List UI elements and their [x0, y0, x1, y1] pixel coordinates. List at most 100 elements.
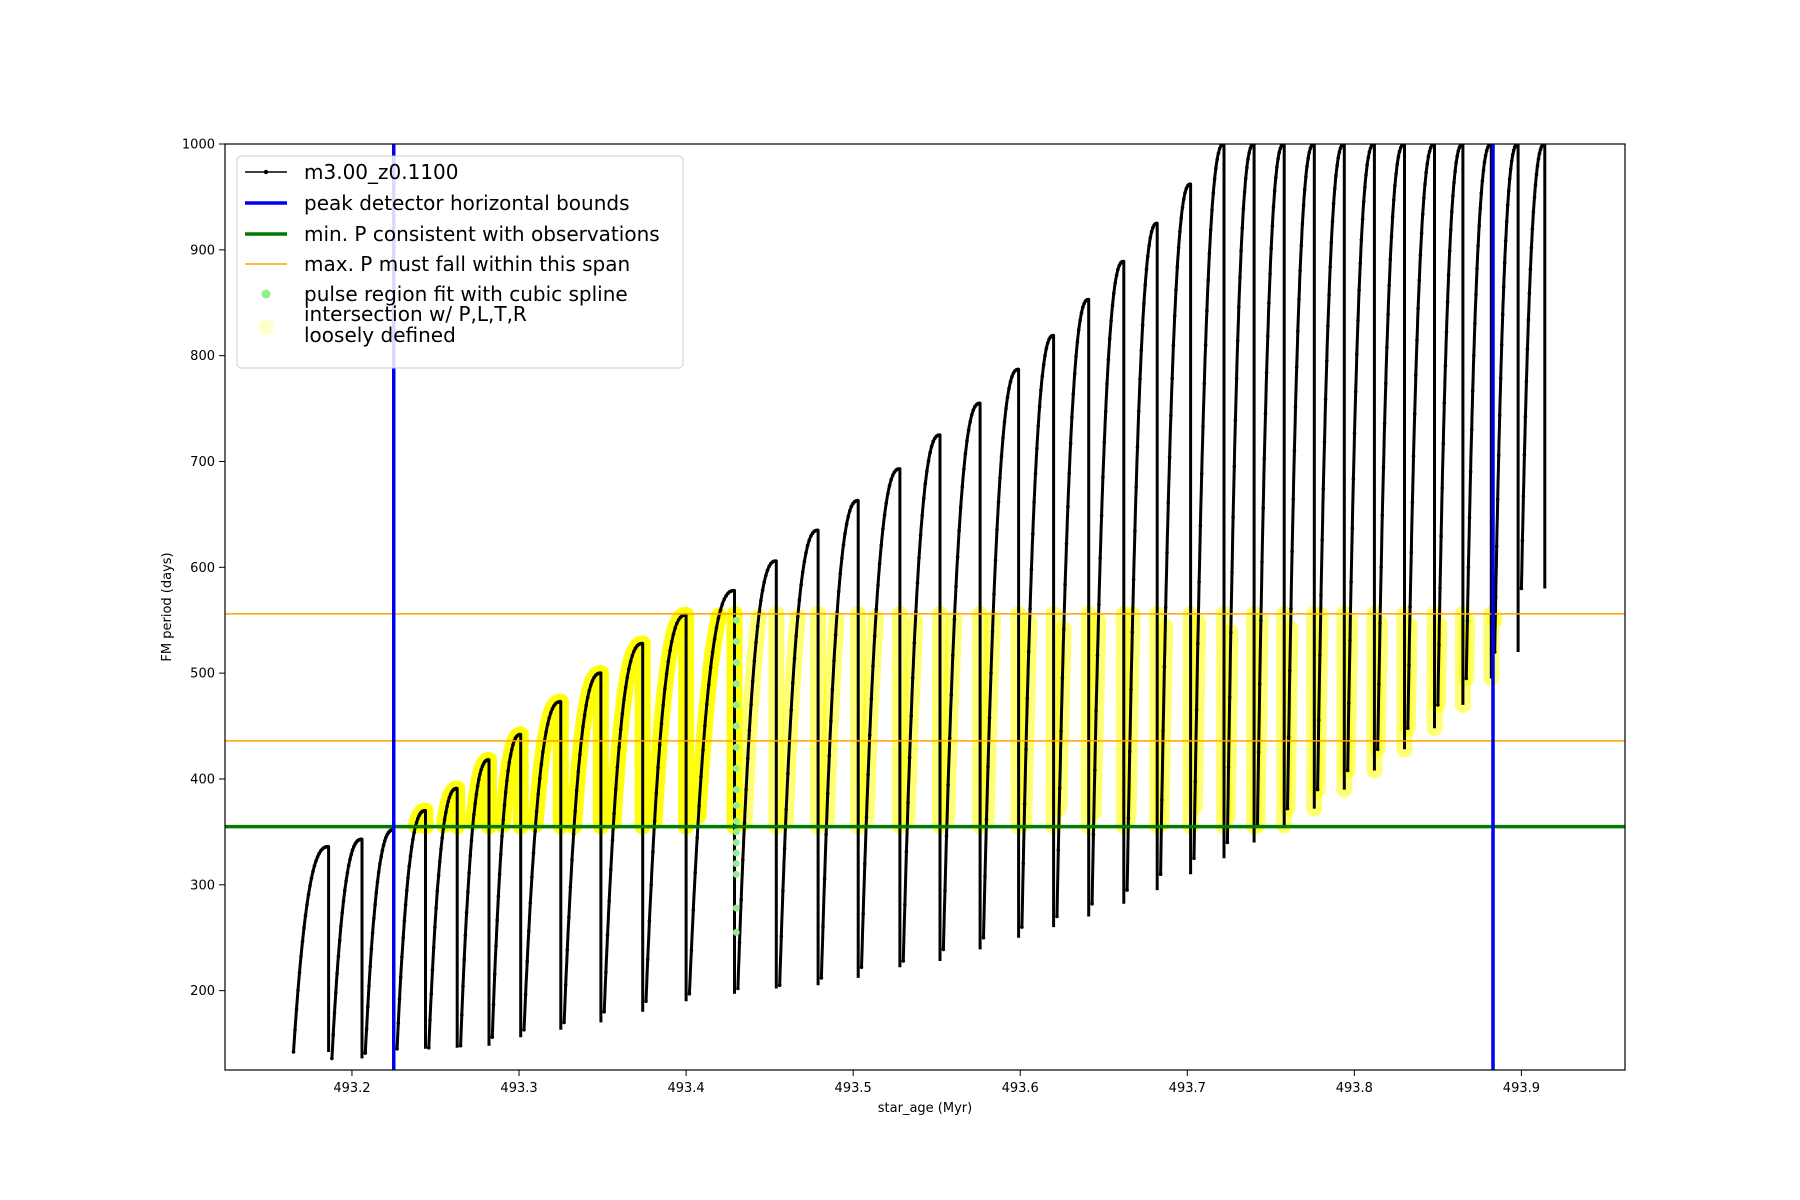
- series-point: [1508, 167, 1513, 171]
- series-point: [1322, 440, 1327, 444]
- series-point: [1242, 190, 1247, 194]
- series-point: [345, 871, 350, 875]
- series-point: [840, 556, 844, 560]
- series-point: [1075, 340, 1080, 344]
- series-point: [1070, 415, 1074, 420]
- series-point: [668, 648, 672, 653]
- series-point: [914, 609, 918, 614]
- series-point: [920, 513, 924, 518]
- series-point: [1420, 212, 1425, 217]
- series-point: [724, 593, 728, 598]
- series-point: [1056, 848, 1061, 852]
- series-point: [1414, 373, 1418, 377]
- series-point: [423, 808, 427, 813]
- legend-label: intersection w/ P,L,T,R: [304, 302, 527, 326]
- series-point: [1225, 840, 1230, 845]
- series-point: [405, 888, 409, 893]
- series-point: [881, 527, 885, 531]
- series-point: [511, 742, 515, 747]
- series-point: [458, 1043, 463, 1048]
- series-point: [695, 836, 699, 840]
- series-point: [1366, 155, 1371, 160]
- series-point: [1307, 150, 1312, 155]
- series-point: [1144, 267, 1149, 272]
- spline-point: [732, 701, 740, 709]
- series-point: [1109, 319, 1113, 323]
- series-point: [855, 498, 860, 503]
- series-point: [1147, 244, 1151, 248]
- series-point: [1388, 257, 1393, 262]
- series-point: [1327, 292, 1331, 297]
- series-point: [614, 787, 618, 791]
- series-point: [1503, 239, 1508, 243]
- series-point: [359, 837, 364, 842]
- series-point: [699, 775, 703, 779]
- series-point: [1479, 191, 1484, 196]
- series-point: [1130, 630, 1135, 635]
- series-point: [1214, 166, 1218, 170]
- series-point: [1076, 328, 1081, 332]
- series-point: [1472, 353, 1476, 358]
- series-point: [1240, 226, 1245, 230]
- series-point: [1035, 446, 1039, 451]
- series-point: [954, 584, 958, 589]
- series-point: [589, 683, 593, 687]
- series-point: [1449, 228, 1453, 232]
- series-point: [567, 915, 571, 920]
- legend-entry: max. P must fall within this span: [245, 252, 630, 276]
- series-m3.00_z0.1100: [291, 144, 1547, 1061]
- series-point: [1216, 151, 1221, 155]
- series-point: [312, 863, 317, 868]
- series-point: [1116, 267, 1120, 272]
- series-point: [1239, 249, 1243, 253]
- series-point: [904, 849, 909, 854]
- series-point: [1266, 334, 1270, 338]
- series-point: [712, 637, 717, 641]
- series-point: [1183, 191, 1187, 195]
- series-point: [987, 716, 992, 720]
- series-point: [1241, 206, 1246, 211]
- legend-label: m3.00_z0.1100: [304, 160, 459, 184]
- series-point: [1022, 802, 1027, 806]
- series-point: [1212, 177, 1217, 181]
- series-point: [522, 1028, 526, 1032]
- series-point: [877, 562, 882, 566]
- series-point: [1531, 210, 1536, 214]
- series-point: [605, 933, 610, 938]
- series-point: [363, 1051, 368, 1055]
- series-point: [1262, 456, 1267, 461]
- series-point: [502, 803, 507, 807]
- series-point: [496, 894, 501, 898]
- series-point: [1292, 449, 1297, 453]
- series-point: [1375, 747, 1380, 752]
- series-point: [460, 1013, 464, 1017]
- series-point: [1135, 445, 1140, 450]
- series-point: [1045, 341, 1050, 345]
- series-point: [1538, 147, 1543, 152]
- series-point: [1316, 718, 1321, 722]
- series-point: [922, 496, 926, 501]
- series-point: [835, 610, 839, 614]
- series-point: [931, 439, 935, 444]
- series-point: [1484, 148, 1489, 153]
- series-point: [691, 908, 696, 912]
- series-point: [473, 801, 478, 806]
- series-point: [612, 811, 616, 816]
- spline-point: [732, 928, 740, 936]
- series-point: [1005, 395, 1010, 400]
- series-point: [1260, 560, 1264, 564]
- series-point: [620, 711, 625, 716]
- series-point: [1377, 682, 1381, 686]
- series-point: [1095, 653, 1100, 658]
- series-point: [1406, 726, 1410, 730]
- series-point: [447, 795, 452, 799]
- series-point: [1445, 300, 1450, 304]
- series-point: [1126, 816, 1131, 821]
- series-point: [1229, 630, 1233, 635]
- series-point: [1271, 205, 1276, 209]
- series-point: [1390, 215, 1395, 219]
- series-point: [505, 779, 509, 783]
- series-point: [1238, 275, 1242, 279]
- series-point: [697, 804, 701, 808]
- series-point: [1530, 226, 1535, 231]
